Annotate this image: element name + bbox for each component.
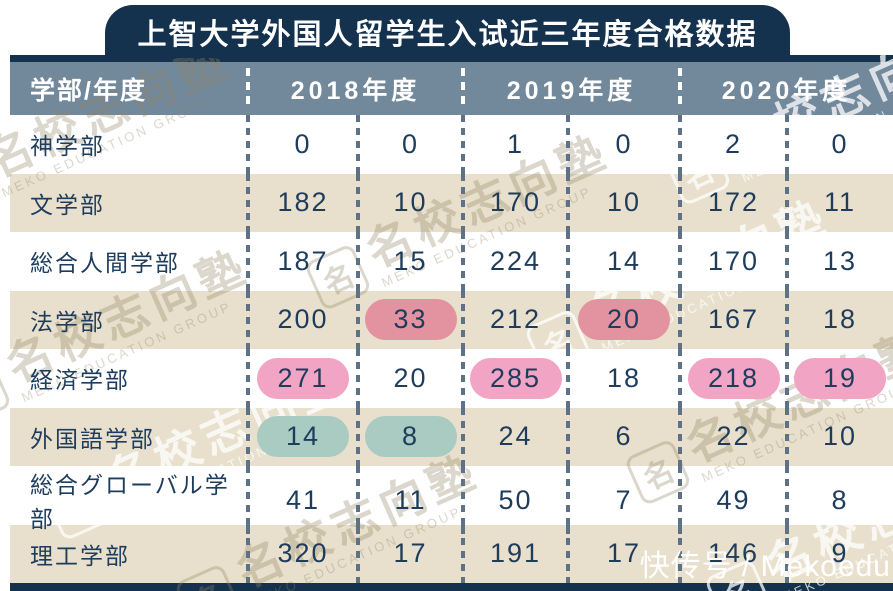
value-cell: 17 (568, 524, 682, 584)
value-cell: 20 (358, 349, 465, 408)
table-row: 経済学部 271 20 285 18 218 19 (10, 349, 893, 408)
value-cell: 11 (823, 187, 857, 218)
value-cell: 191 (463, 524, 570, 584)
value-cell: 24 (463, 407, 570, 467)
value-cell: 224 (463, 232, 570, 291)
value-cell: 187 (248, 232, 360, 291)
value-cell: 11 (358, 466, 465, 534)
value-cell: 172 (680, 173, 789, 233)
value-cell: 18 (568, 349, 682, 408)
row-label: 文学部 (10, 173, 250, 233)
value-cell: 285 (463, 349, 570, 408)
highlight-pill-pink: 218 (687, 357, 780, 399)
row-label: 法学部 (10, 290, 250, 350)
year-header-2019: 2019年度 (463, 62, 682, 115)
value-cell: 0 (831, 128, 849, 159)
value-cell: 1 (463, 115, 570, 174)
value-cell: 2 (680, 115, 789, 174)
value-cell: 14 (568, 232, 682, 291)
value-cell: 33 (358, 290, 465, 350)
highlight-pill-pink: 285 (469, 357, 562, 399)
highlight-pill-pink: 19 (794, 357, 886, 399)
value-cell: 9 (831, 538, 849, 569)
value-cell: 17 (358, 524, 465, 584)
value-cell: 0 (568, 115, 682, 174)
table-row: 総合グローバル学部 41 11 50 7 49 8 (10, 466, 893, 534)
table-row: 文学部 182 10 170 10 172 11 (10, 173, 893, 233)
value-cell: 271 (248, 349, 360, 408)
row-label: 理工学部 (10, 524, 250, 584)
table-bottom-border (10, 583, 893, 591)
row-label: 総合人間学部 (10, 232, 250, 291)
value-cell: 22 (680, 407, 789, 467)
value-cell: 0 (358, 115, 465, 174)
page-title: 上智大学外国人留学生入试近三年度合格数据 (137, 18, 758, 51)
row-label: 外国語学部 (10, 407, 250, 467)
highlight-pill-teal: 14 (257, 416, 349, 458)
value-cell: 19 (787, 349, 893, 408)
table-body: 神学部 0 0 1 0 2 0 文学部 182 10 170 10 172 11 総合人間学部 187 15 22… (10, 115, 893, 583)
year-header-2020: 2020年度 (721, 76, 852, 105)
value-cell: 14 (248, 407, 360, 467)
value-cell: 170 (680, 232, 789, 291)
value-cell: 10 (568, 173, 682, 233)
value-cell: 320 (248, 524, 360, 584)
row-label: 神学部 (10, 115, 250, 174)
value-cell: 170 (463, 173, 570, 233)
value-cell: 182 (248, 173, 360, 233)
highlight-pill-pink: 271 (257, 357, 349, 399)
value-cell: 10 (822, 421, 858, 452)
value-cell: 13 (822, 245, 858, 276)
highlight-pill-teal: 8 (364, 416, 457, 458)
table-row: 理工学部 320 17 191 17 146 9 (10, 524, 893, 584)
value-cell: 0 (248, 115, 360, 174)
value-cell: 7 (568, 466, 682, 534)
value-cell: 20 (568, 290, 682, 350)
value-cell: 49 (680, 466, 789, 534)
value-cell: 18 (822, 304, 858, 335)
credit-text: 快传号 / Mekoedu (639, 550, 891, 583)
value-cell: 218 (680, 349, 789, 408)
value-cell: 167 (680, 290, 789, 350)
table-row: 神学部 0 0 1 0 2 0 (10, 115, 893, 174)
value-cell: 6 (568, 407, 682, 467)
value-cell: 41 (248, 466, 360, 534)
table-row: 総合人間学部 187 15 224 14 170 13 (10, 232, 893, 291)
value-cell: 8 (831, 484, 849, 515)
value-cell: 146 (680, 524, 789, 584)
value-cell: 8 (358, 407, 465, 467)
title-bar: 上智大学外国人留学生入试近三年度合格数据 (105, 5, 790, 58)
highlight-pill-rose: 33 (364, 299, 457, 341)
table-row: 外国語学部 14 8 24 6 22 10 (10, 407, 893, 467)
value-cell: 50 (463, 466, 570, 534)
corner-header: 学部/年度 (10, 62, 250, 115)
value-cell: 200 (248, 290, 360, 350)
value-cell: 15 (358, 232, 465, 291)
value-cell: 212 (463, 290, 570, 350)
value-cell: 10 (358, 173, 465, 233)
table-row: 法学部 200 33 212 20 167 18 (10, 290, 893, 350)
row-label: 総合グローバル学部 (10, 466, 250, 534)
row-label: 経済学部 (10, 349, 250, 408)
table-header-row: 学部/年度 2018年度 2019年度 2020年度 (10, 55, 893, 115)
highlight-pill-rose: 20 (578, 299, 670, 341)
year-header-2018: 2018年度 (248, 62, 465, 115)
admissions-table: 学部/年度 2018年度 2019年度 2020年度 神学部 0 0 1 0 2 0 文学部 1… (10, 55, 893, 591)
